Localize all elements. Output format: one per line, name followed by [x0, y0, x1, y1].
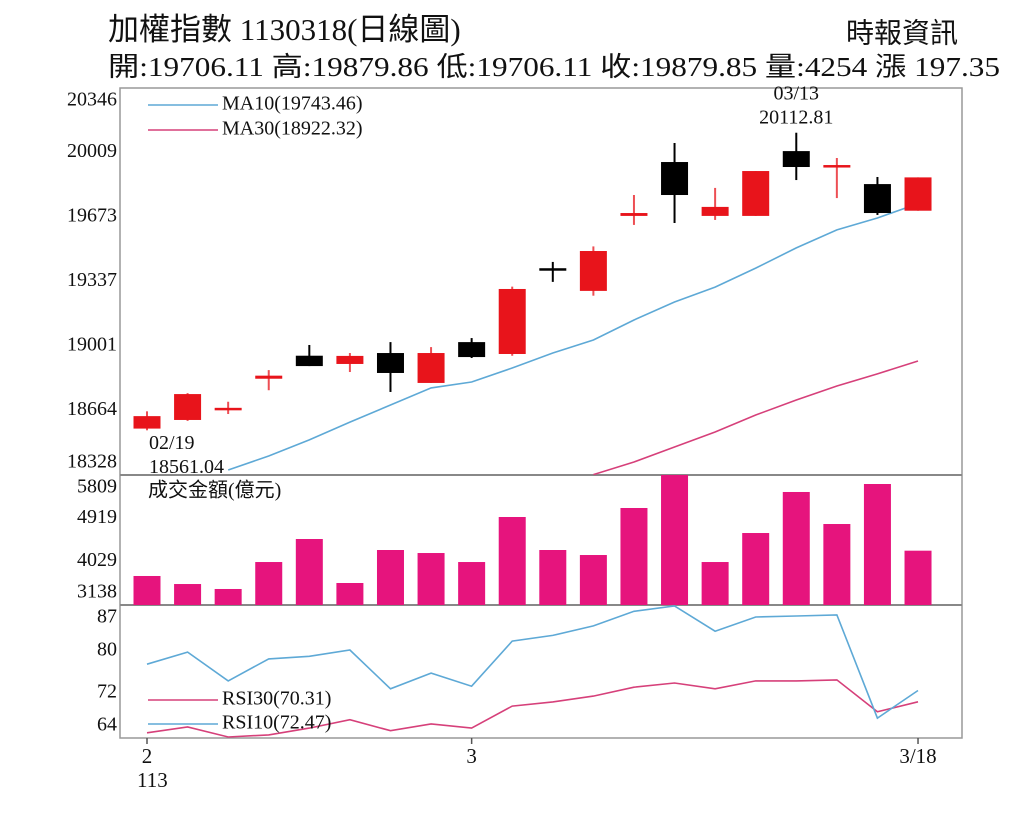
bar [417, 553, 445, 605]
y-tick-label: 72 [97, 681, 117, 703]
candle-body [823, 165, 851, 168]
candle-body [863, 184, 891, 214]
bar [823, 524, 851, 605]
candle-body [174, 394, 202, 420]
candle-body [782, 151, 810, 168]
bar [782, 491, 810, 605]
line-series [146, 679, 919, 738]
bar [214, 588, 242, 605]
bar [701, 562, 729, 605]
y-tick-label: 19337 [67, 269, 117, 291]
legend-label: RSI30(70.31) [222, 688, 331, 710]
y-tick-label: 3138 [77, 581, 117, 603]
quote-summary: 開:19706.11 高:19879.86 低:19706.11 收:19879… [108, 52, 1000, 82]
bar [863, 484, 891, 605]
candle-body [904, 177, 932, 211]
bar [133, 575, 161, 605]
candle-body [458, 342, 486, 358]
candle-body [620, 213, 648, 216]
bar [661, 475, 689, 605]
legend-label: MA30(18922.32) [222, 118, 363, 140]
price-panel [133, 132, 932, 475]
candle-body [498, 288, 526, 354]
line-series [227, 202, 919, 471]
bar [620, 507, 648, 605]
plot-frame [119, 87, 963, 739]
title: 加權指數 1130318(日線圖) [108, 12, 461, 47]
y-tick-label: 5809 [77, 476, 117, 498]
bar [295, 539, 323, 605]
y-tick-label: 19673 [67, 205, 117, 227]
candle-body [255, 375, 283, 379]
candle-body [661, 162, 689, 196]
candle-body [214, 407, 242, 411]
bar [174, 584, 202, 605]
candle-body [417, 353, 445, 383]
y-tick-label: 64 [97, 714, 117, 736]
y-tick-label: 80 [97, 639, 117, 661]
panel-title: 成交金額(億元) [148, 479, 281, 502]
volume-panel [133, 475, 932, 605]
annotation-value: 18561.04 [149, 456, 224, 478]
candle-body [701, 206, 729, 216]
x-tick-label: 2 [142, 744, 153, 768]
candle-body [336, 355, 364, 364]
bar [458, 562, 486, 605]
x-tick-label: 3/18 [899, 744, 936, 768]
bar [742, 533, 770, 605]
bar [336, 583, 364, 605]
rsi-panel [146, 605, 919, 738]
candle-body [133, 416, 161, 429]
labels: 18328 18664 19001 19337 19673 20009 20346 MA10(… [67, 82, 937, 791]
bar [498, 517, 526, 605]
annotation-date: 02/19 [149, 432, 195, 454]
y-tick-label: 4029 [77, 549, 117, 571]
candle-body [579, 251, 607, 291]
candle-body [376, 353, 404, 373]
y-tick-label: 20009 [67, 140, 117, 162]
candle-body [539, 268, 567, 271]
annotation-date: 03/13 [773, 82, 819, 104]
bar [579, 555, 607, 605]
y-tick-label: 19001 [67, 334, 117, 356]
bar [539, 550, 567, 605]
bar [904, 550, 932, 605]
candle-body [295, 355, 323, 367]
y-tick-label: 18328 [67, 451, 117, 473]
x-tick-label: 3 [466, 744, 477, 768]
legend-label: RSI10(72.47) [222, 712, 331, 734]
line-series [146, 605, 919, 720]
y-tick-label: 18664 [67, 398, 117, 420]
bar [376, 550, 404, 605]
x-year-label: 113 [137, 768, 168, 792]
y-tick-label: 4919 [77, 506, 117, 528]
y-tick-label: 20346 [67, 89, 117, 111]
y-tick-label: 87 [97, 606, 117, 628]
candle-body [742, 171, 770, 216]
line-series [593, 360, 919, 475]
legend-label: MA10(19743.46) [222, 93, 363, 115]
bar [255, 562, 283, 605]
annotation-value: 20112.81 [759, 106, 833, 128]
source: 時報資訊 [846, 17, 958, 49]
